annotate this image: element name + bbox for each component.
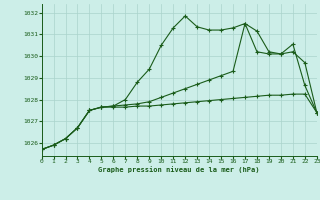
X-axis label: Graphe pression niveau de la mer (hPa): Graphe pression niveau de la mer (hPa) <box>99 166 260 173</box>
